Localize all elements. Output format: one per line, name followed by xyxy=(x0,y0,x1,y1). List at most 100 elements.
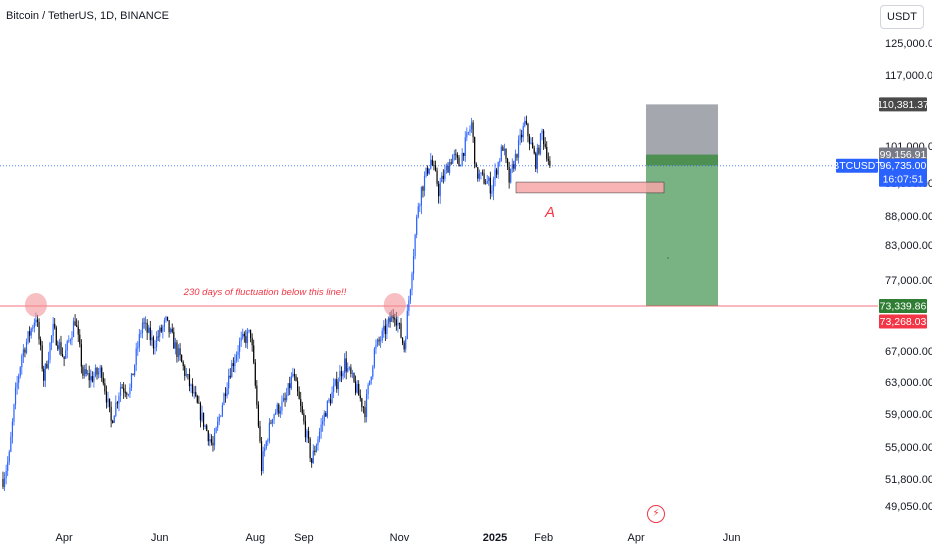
candle xyxy=(511,158,513,174)
highlight-circle[interactable] xyxy=(383,292,406,317)
candle xyxy=(243,331,245,343)
candle xyxy=(326,400,328,419)
candle xyxy=(58,338,61,355)
candle xyxy=(54,318,56,330)
candle xyxy=(265,440,267,450)
candle xyxy=(179,343,181,361)
candle xyxy=(209,433,211,447)
candles-layer xyxy=(2,115,551,492)
candle xyxy=(155,331,158,352)
candle xyxy=(466,127,468,142)
candle xyxy=(237,345,239,363)
price-tag: 73,339.86 xyxy=(879,298,927,313)
stop-loss-zone[interactable] xyxy=(646,104,718,155)
candle xyxy=(383,320,385,338)
candle xyxy=(284,392,286,407)
x-tick-label: Apr xyxy=(628,532,645,544)
candle xyxy=(85,363,87,377)
y-tick-label: 125,000.00 xyxy=(885,38,932,50)
candle xyxy=(25,338,28,355)
candle xyxy=(314,445,316,456)
y-tick-label: 63,000.00 xyxy=(885,377,932,389)
candle xyxy=(420,186,422,215)
candle xyxy=(372,364,374,380)
candle xyxy=(7,456,9,477)
candle xyxy=(107,391,109,408)
candle xyxy=(483,169,485,185)
candle xyxy=(220,415,222,418)
candle xyxy=(199,401,202,428)
candle xyxy=(416,214,418,239)
candle xyxy=(434,160,437,172)
candle xyxy=(381,327,383,344)
candle xyxy=(345,351,347,380)
symbol-tag-label: BTCUSDT xyxy=(832,160,882,172)
price-tag-value: 110,381.37 xyxy=(877,99,929,111)
candle xyxy=(350,364,352,378)
candle xyxy=(414,233,416,260)
candle xyxy=(47,351,50,370)
candle xyxy=(11,418,14,444)
candle xyxy=(259,420,261,444)
candle xyxy=(160,324,162,334)
candle xyxy=(184,364,186,381)
candle xyxy=(467,131,469,136)
candle xyxy=(93,371,95,388)
candle xyxy=(290,372,292,391)
candle xyxy=(271,418,274,427)
candle xyxy=(215,426,217,434)
candle xyxy=(325,411,327,417)
candle xyxy=(275,409,277,416)
candle xyxy=(478,169,480,182)
candle xyxy=(30,327,32,339)
candle xyxy=(447,162,449,173)
candle xyxy=(83,364,86,379)
candle xyxy=(43,365,45,387)
candle xyxy=(535,151,537,173)
candle xyxy=(340,366,343,383)
candle xyxy=(412,248,415,281)
candle xyxy=(423,171,426,197)
highlight-circle[interactable] xyxy=(24,292,47,317)
candle xyxy=(375,339,377,355)
lightning-icon[interactable]: ⚡ xyxy=(647,505,665,523)
candle xyxy=(90,369,92,388)
x-tick-label: 2025 xyxy=(483,532,507,544)
candle xyxy=(33,318,35,333)
candle xyxy=(240,331,242,347)
candle xyxy=(99,364,101,379)
y-tick-label: 67,000.00 xyxy=(885,346,932,358)
candle xyxy=(141,318,144,339)
candle xyxy=(445,163,448,174)
candle xyxy=(524,116,526,128)
candle xyxy=(378,336,380,346)
candle xyxy=(456,152,459,164)
resistance-annotation[interactable]: 230 days of fluctuation below this line!… xyxy=(183,287,347,298)
entry-zone[interactable] xyxy=(646,154,718,166)
candle xyxy=(137,341,139,356)
y-tick-label: 55,000.00 xyxy=(885,442,932,454)
candle xyxy=(474,136,476,169)
candle xyxy=(358,380,360,396)
candle xyxy=(282,392,285,403)
candle xyxy=(22,344,24,364)
candle xyxy=(123,382,125,399)
support-zone-a[interactable] xyxy=(515,181,665,194)
candle xyxy=(475,162,477,168)
candle xyxy=(480,172,482,180)
candle xyxy=(403,340,405,353)
candle xyxy=(173,327,175,349)
candle xyxy=(380,336,382,348)
currency-selector[interactable]: USDT xyxy=(880,5,924,29)
candle xyxy=(328,397,330,403)
support-zone-label[interactable]: A xyxy=(544,204,555,221)
candle xyxy=(254,359,256,389)
candle xyxy=(50,334,53,351)
candle xyxy=(309,437,311,463)
candle xyxy=(344,353,346,378)
candle xyxy=(477,166,479,182)
candle xyxy=(331,386,333,404)
candle xyxy=(44,363,46,388)
candle xyxy=(408,295,410,316)
